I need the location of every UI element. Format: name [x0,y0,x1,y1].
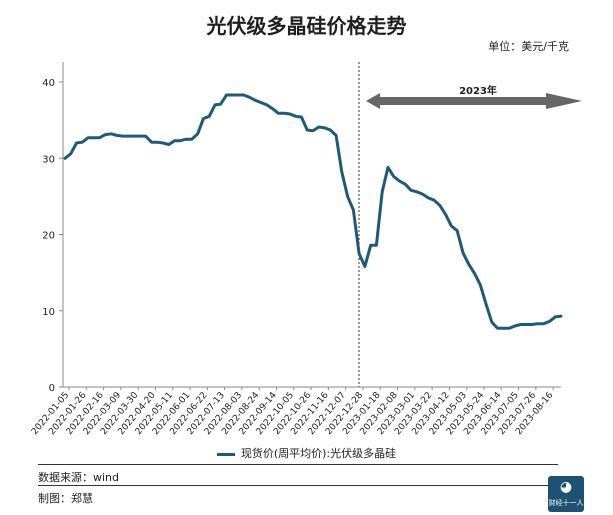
logo-text: 财经十一人 [548,499,584,507]
y-tick-label: 40 [42,78,55,89]
unit-label: 单位：美元/千克 [488,40,569,53]
y-tick-label: 10 [42,307,55,318]
legend-label: 现货价(周平均价):光伏级多晶硅 [240,447,397,460]
y-tick-label: 20 [42,231,55,242]
footer-divider-bottom [38,485,558,486]
globe-icon: ◕ [559,479,573,495]
brand-logo: ◕ 财经十一人 [548,476,584,512]
x-axis: 2022-01-052022-01-262022-02-162022-03-09… [30,386,561,437]
legend: 现货价(周平均价):光伏级多晶硅 [0,445,613,461]
chart-maker: 制图：郑慧 [38,492,93,505]
price-series [63,93,563,330]
line-chart: 0 10 20 30 40 2022-01-052022-01-262022-02-16… [30,62,582,437]
year-span-arrow [366,93,582,109]
legend-swatch [216,452,235,456]
data-source: 数据来源：wind [38,471,120,484]
year-annotation: 2023年 [459,84,497,97]
chart-title: 光伏级多晶硅价格走势 [206,14,407,38]
footer-divider-top [38,464,558,465]
series-line [63,93,563,330]
y-tick-label: 30 [42,154,55,165]
y-axis: 0 10 20 30 40 [42,62,64,394]
y-tick-label: 0 [49,383,55,394]
